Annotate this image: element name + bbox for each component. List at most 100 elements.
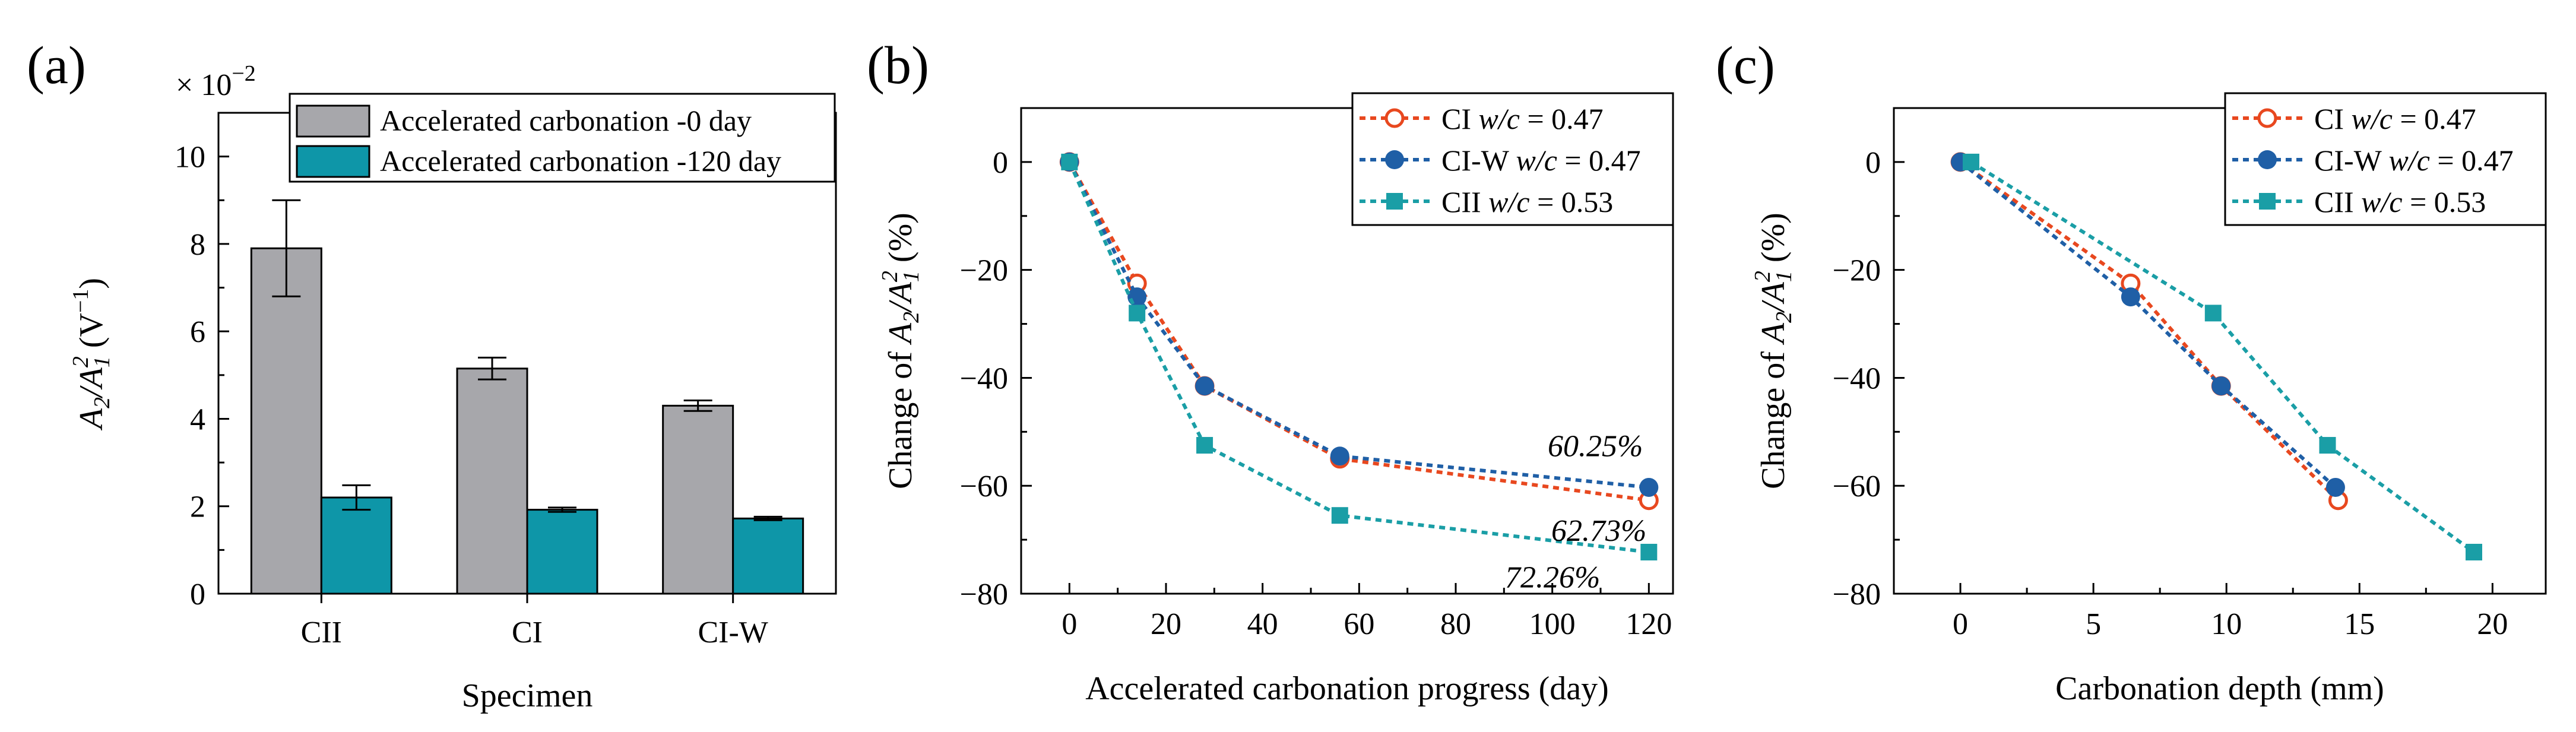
ylabel-a2: A [882,322,919,346]
ylabel-sup: 2 [877,271,902,282]
data-point-CII [2465,544,2482,561]
y-tick-label: −60 [1833,470,1881,503]
x-tick-label: 80 [1440,607,1471,641]
y-tick-label: 6 [190,315,205,349]
data-point-CI-W [1195,376,1215,396]
legend-label: CII w/c = 0.53 [2314,185,2486,218]
data-point-CI-W [2211,376,2231,396]
data-point-CI-W [2325,477,2345,497]
legend-wc-value: = 0.47 [1557,144,1641,177]
ylabel-sub: 2 [899,312,924,323]
bar [526,509,598,595]
ylabel-slash: / [882,300,919,313]
y-tick-label: −80 [1833,578,1881,611]
y-tick-label: −20 [960,254,1008,288]
legend-swatch [296,104,370,138]
y-tick-label: 4 [190,403,205,436]
legend-label: CI-W w/c = 0.47 [2314,144,2514,177]
ylabel-sub: 1 [90,356,115,367]
ylabel-slash: / [73,385,110,399]
ylabel-unit: (V [73,313,110,356]
x-tick-label: CII [301,616,342,649]
scale-base: × 10 [176,68,232,102]
panel-label-a: (a) [27,36,86,95]
y-tick-label: 2 [190,490,205,524]
data-point-CII [1331,507,1348,524]
data-point-CII [2204,305,2222,322]
ylabel-unit: (%) [882,213,919,271]
y-tick-label: 8 [190,228,205,262]
ylabel-a1: A [73,367,110,390]
panel-label-panel-c: (c) [1716,36,1775,95]
plot-frame [1893,107,2547,595]
y-axis-title: A2/A21 (V−1) [68,278,115,431]
legend-series-name: CI [1441,102,1479,135]
x-tick-label: 20 [1151,607,1181,641]
data-point-CII [1196,437,1213,454]
plot-frame [1020,107,1674,595]
x-tick-label: 5 [2086,607,2101,641]
ylabel-a1: A [882,281,919,305]
legend-series-name: CII [2314,185,2361,218]
legend-series-name: CI [2314,102,2352,135]
y-tick-label: 0 [993,146,1008,180]
legend-wc: w/c [2388,144,2429,177]
panel-a: (a) × 10−2 0 2 4 6 8 10 CII CI CI-W Accelerated car… [27,36,837,714]
legend-label: CI w/c = 0.47 [2314,102,2476,135]
x-axis-title: Carbonation depth (mm) [2055,670,2384,707]
data-point-CI-W [2121,287,2140,307]
ylabel-sub: 2 [90,397,115,408]
legend-marker [1386,193,1403,210]
panel-label-panel-b: (b) [867,36,929,95]
legend-wc: w/c [2361,185,2402,218]
legend-label: Accelerated carbonation -0 day [380,104,752,137]
y-tick-label: −80 [960,578,1008,611]
data-point-CI-W [1127,287,1147,307]
ylabel-sub: 2 [1772,312,1796,323]
x-tick-label: CI [512,616,543,649]
series-line-CII [1970,160,2475,554]
data-point-CII [2319,437,2336,454]
y-tick-label: −20 [1833,254,1881,288]
legend-box [289,93,836,183]
x-tick-label: 100 [1529,607,1576,641]
legend-label: CII w/c = 0.53 [1441,185,1613,218]
legend-panel-c: CI w/c = 0.47 CI-W w/c = 0.47 CII w/c = 0.… [2224,92,2547,226]
x-tick-label: 120 [1626,607,1672,641]
ylabel-unit-sup: −1 [68,289,93,313]
legend-series-name: CII [1441,185,1488,218]
bar [320,496,392,595]
ylabel-prefix: Change of [1755,343,1792,489]
ylabel-a2: A [1755,322,1792,346]
ylabel-unit: (%) [1755,213,1792,271]
ylabel-a2: A [73,408,110,431]
scale-exp: −2 [232,61,255,86]
legend-marker [1385,150,1404,169]
series-line-CI [1959,160,2340,502]
x-tick-label: 0 [1953,607,1968,641]
legend-series-name: CI-W [1441,144,1516,177]
scale-label: × 10−2 [176,61,256,102]
series-line-CI-W [1067,161,1649,489]
legend-wc: w/c [2352,102,2393,135]
panel-b: (b) 0 −20 −40 −60 −80 0 20 40 60 80 100 120 60.25% 62.… [867,36,1674,707]
data-point-CII [1640,544,1658,561]
y-axis-title: Change of A2/A21 (%) [877,213,924,489]
x-tick-label: 20 [2477,607,2508,641]
ylabel-sub: 1 [899,271,924,282]
value-annotation: 60.25% [1548,429,1643,463]
x-tick-label: 60 [1344,607,1374,641]
legend-wc: w/c [1488,185,1529,218]
legend-wc-value: = 0.47 [1520,102,1604,135]
x-tick-label: 10 [2211,607,2242,641]
legend-marker [2258,150,2277,169]
ylabel-sub: 1 [1772,271,1796,282]
x-tick-label: 15 [2344,607,2375,641]
ylabel-unit: ) [73,278,110,289]
value-annotation: 62.73% [1551,514,1646,548]
legend-wc-value: = 0.53 [2403,185,2486,218]
legend-marker [2257,108,2277,128]
data-point-CII [1129,305,1146,322]
